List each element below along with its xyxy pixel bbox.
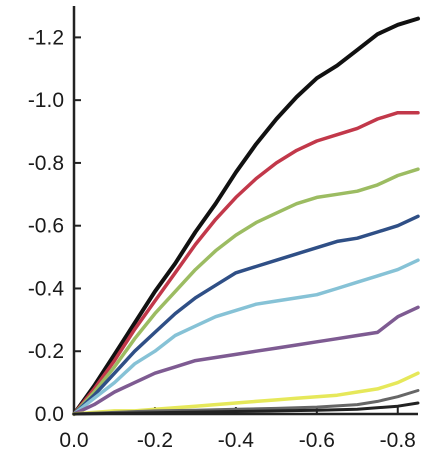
y-tick-label: -0.6 [28, 215, 64, 238]
x-tick-label: -0.4 [218, 429, 255, 452]
series-lines [72, 16, 420, 416]
x-tick-label: -0.8 [380, 429, 416, 452]
y-tick-label: -1.0 [28, 89, 64, 112]
x-tick-label: 0.0 [59, 429, 88, 452]
y-tick-label: -0.8 [28, 152, 64, 175]
series-line-5 [72, 258, 420, 416]
series-line-3 [72, 167, 420, 416]
x-tick-label: -0.6 [299, 429, 335, 452]
y-tick-label: -0.4 [28, 277, 65, 300]
series-line-1 [72, 16, 420, 416]
series-line-9 [72, 401, 420, 416]
y-tick-label: 0.0 [35, 403, 64, 426]
y-tick-label: -0.2 [28, 340, 64, 363]
x-tick-label: -0.2 [137, 429, 173, 452]
tick-labels: 0.0 -0.2 -0.4 -0.6 -0.8 -1.0 -1.2 0.0 -0.2 -0.4 -0… [28, 26, 416, 452]
series-line-8 [72, 389, 420, 416]
series-line-2 [72, 110, 420, 416]
series-line-4 [72, 214, 420, 416]
y-tick-label: -1.2 [28, 26, 64, 49]
series-line-6 [72, 305, 420, 416]
